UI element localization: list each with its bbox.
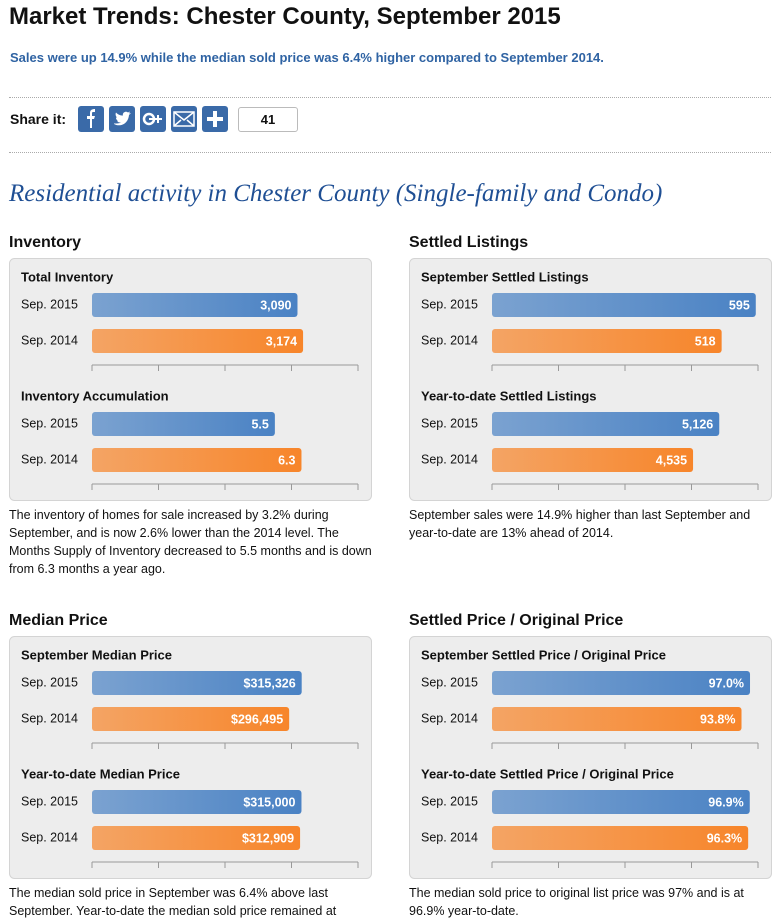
chart-title: Inventory Accumulation bbox=[21, 388, 169, 403]
facebook-button[interactable] bbox=[78, 106, 104, 132]
panel-box bbox=[9, 258, 372, 501]
value-label: $315,326 bbox=[244, 676, 296, 690]
value-label: 97.0% bbox=[709, 676, 744, 690]
category-label: Sep. 2014 bbox=[421, 830, 478, 844]
panel-caption: The median sold price in September was 6… bbox=[9, 886, 337, 918]
bar bbox=[492, 448, 694, 472]
value-label: 96.9% bbox=[708, 795, 743, 809]
value-label: 3,090 bbox=[260, 298, 291, 312]
bar bbox=[92, 671, 302, 695]
value-label: 93.8% bbox=[700, 712, 735, 726]
panel-caption: September sales were 14.9% higher than l… bbox=[409, 508, 751, 540]
chart-title: September Settled Price / Original Price bbox=[421, 647, 666, 662]
bar bbox=[492, 826, 749, 850]
page-title: Market Trends: Chester County, September… bbox=[9, 3, 561, 30]
category-label: Sep. 2014 bbox=[21, 333, 78, 347]
value-label: $312,909 bbox=[242, 831, 294, 845]
bar bbox=[492, 707, 742, 731]
panel-title: Median Price bbox=[9, 612, 108, 629]
chart-title: Year-to-date Settled Listings bbox=[421, 388, 597, 403]
value-label: $296,495 bbox=[231, 712, 283, 726]
panel-charts: September Settled Price / Original Price… bbox=[409, 636, 772, 879]
category-label: Sep. 2015 bbox=[21, 297, 78, 311]
chart-title: Year-to-date Median Price bbox=[21, 766, 180, 781]
bar bbox=[492, 329, 722, 353]
email-button[interactable] bbox=[171, 106, 197, 132]
chart-title: Total Inventory bbox=[21, 269, 114, 284]
separator bbox=[9, 97, 771, 98]
bar bbox=[492, 790, 750, 814]
category-label: Sep. 2015 bbox=[21, 794, 78, 808]
panel-title: Settled Listings bbox=[409, 234, 529, 251]
panel-box bbox=[409, 258, 772, 501]
panel-charts: Total Inventory Sep. 2015 3,090 Sep. 2014 3,… bbox=[9, 258, 372, 501]
panel-box bbox=[9, 636, 372, 879]
category-label: Sep. 2015 bbox=[421, 416, 478, 430]
section-title: Residential activity in Chester County (… bbox=[9, 180, 663, 207]
bar bbox=[92, 790, 302, 814]
bar bbox=[492, 293, 756, 317]
page-subtitle: Sales were up 14.9% while the median sol… bbox=[10, 50, 604, 65]
value-label: 518 bbox=[695, 334, 716, 348]
bar bbox=[92, 826, 301, 850]
category-label: Sep. 2014 bbox=[421, 452, 478, 466]
share-icons bbox=[78, 106, 228, 132]
panel-charts: September Median Price Sep. 2015 $315,326 S… bbox=[9, 636, 372, 879]
category-label: Sep. 2014 bbox=[421, 711, 478, 725]
panel-box bbox=[409, 636, 772, 879]
bar bbox=[492, 671, 751, 695]
value-label: 96.3% bbox=[707, 831, 742, 845]
bar bbox=[492, 412, 720, 436]
category-label: Sep. 2015 bbox=[421, 297, 478, 311]
google-plus-button[interactable] bbox=[140, 106, 166, 132]
panel-title: Settled Price / Original Price bbox=[409, 612, 624, 629]
chart-title: September Median Price bbox=[21, 647, 172, 662]
panel-title: Inventory bbox=[9, 234, 82, 251]
chart-title: Year-to-date Settled Price / Original Pr… bbox=[421, 766, 674, 781]
separator bbox=[9, 152, 771, 153]
category-label: Sep. 2014 bbox=[21, 452, 78, 466]
panel-charts: September Settled Listings Sep. 2015 595 Se… bbox=[409, 258, 772, 501]
share-count: 41 bbox=[238, 107, 298, 132]
value-label: $315,000 bbox=[243, 795, 295, 809]
value-label: 6.3 bbox=[278, 453, 295, 467]
category-label: Sep. 2015 bbox=[21, 675, 78, 689]
bar bbox=[92, 293, 298, 317]
category-label: Sep. 2015 bbox=[21, 416, 78, 430]
bar bbox=[92, 707, 290, 731]
panel-caption: The inventory of homes for sale increase… bbox=[9, 508, 372, 576]
value-label: 5,126 bbox=[682, 417, 713, 431]
more-button[interactable] bbox=[202, 106, 228, 132]
bar bbox=[92, 448, 302, 472]
category-label: Sep. 2014 bbox=[421, 333, 478, 347]
value-label: 4,535 bbox=[656, 453, 687, 467]
twitter-button[interactable] bbox=[109, 106, 135, 132]
category-label: Sep. 2015 bbox=[421, 675, 478, 689]
bar bbox=[92, 412, 275, 436]
bar bbox=[92, 329, 304, 353]
panel-caption: The median sold price to original list p… bbox=[409, 886, 744, 918]
category-label: Sep. 2014 bbox=[21, 830, 78, 844]
category-label: Sep. 2015 bbox=[421, 794, 478, 808]
category-label: Sep. 2014 bbox=[21, 711, 78, 725]
value-label: 5.5 bbox=[251, 417, 268, 431]
chart-title: September Settled Listings bbox=[421, 269, 589, 284]
value-label: 595 bbox=[729, 298, 750, 312]
value-label: 3,174 bbox=[266, 334, 297, 348]
share-label: Share it: bbox=[10, 111, 67, 127]
